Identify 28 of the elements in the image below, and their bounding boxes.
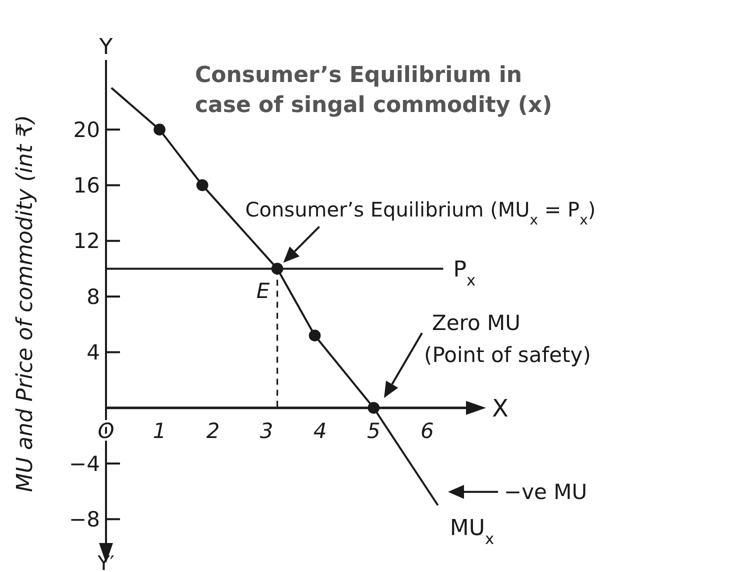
y-tick-label: 20 xyxy=(73,118,100,142)
x-axis-title: X xyxy=(492,394,508,422)
x-tick-label: 1 xyxy=(152,418,166,443)
series-label: P$_{x}$ xyxy=(453,257,476,290)
annotation: E xyxy=(256,279,270,303)
x-tick-label: 6 xyxy=(420,418,434,443)
x-tick-label: 5 xyxy=(366,418,380,443)
annotation: Consumer’s Equilibrium (MU$_{x}$ = P$_{x}$) xyxy=(245,198,596,229)
point xyxy=(308,330,321,342)
text: −ve MU xyxy=(504,480,588,504)
y-tick-label: −4 xyxy=(69,452,100,476)
legend-label: MU$_{x}$ xyxy=(450,516,494,548)
text: Consumer’s Equilibrium in case of singal commodity (x) xyxy=(195,63,552,118)
y-tick-label: 8 xyxy=(86,284,100,309)
point xyxy=(271,262,284,275)
point xyxy=(154,124,166,136)
y-tick-label: 4 xyxy=(86,340,100,365)
x-tick-label: 2 xyxy=(206,418,220,443)
x-tick-label: 3 xyxy=(260,418,274,443)
y-tick-label: 12 xyxy=(73,229,100,254)
y-tick-label: 16 xyxy=(73,174,100,198)
annotation: Y xyxy=(98,35,114,60)
point xyxy=(368,402,380,414)
x-tick-label: 4 xyxy=(313,418,327,443)
y-tick-label: −8 xyxy=(69,508,100,532)
point xyxy=(196,179,208,192)
annotation: Zero MU (Point of safety) xyxy=(424,311,591,367)
y-axis-title: MU and Price of commodity (int ₹) xyxy=(13,114,38,492)
